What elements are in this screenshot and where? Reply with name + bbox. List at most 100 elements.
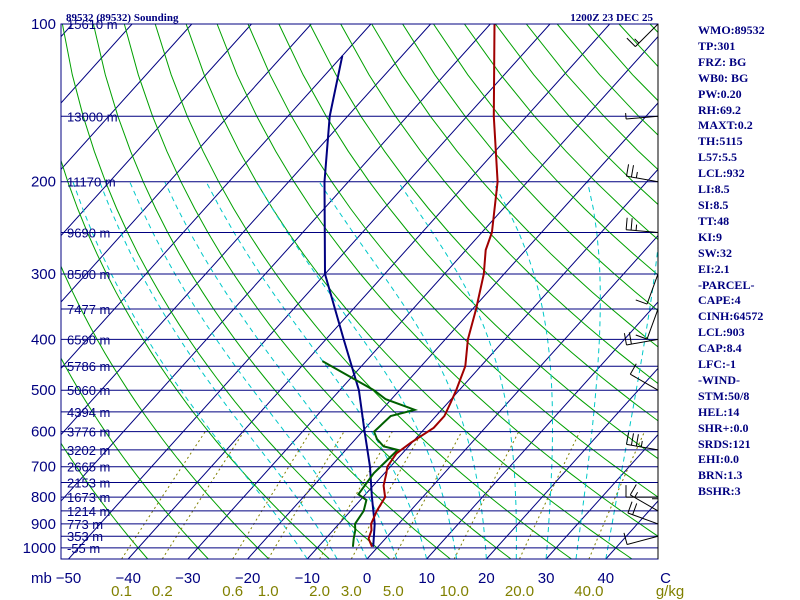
wind-barb xyxy=(629,484,659,512)
stat-item: LFC:-1 xyxy=(698,357,736,372)
isotherm-line xyxy=(366,234,658,559)
barb-flag xyxy=(635,299,648,305)
pressure-tick-label: 1000 xyxy=(23,540,56,557)
dry-adiabat xyxy=(61,442,149,559)
height-label: 6590 m xyxy=(67,332,110,347)
mixing-ratio-label: 2.0 xyxy=(309,583,330,600)
stat-item: TH:5115 xyxy=(698,134,743,149)
stat-item: BRN:1.3 xyxy=(698,468,743,483)
dry-adiabat xyxy=(371,24,658,348)
stat-item: HEL:14 xyxy=(698,404,740,419)
stat-item: MAXT:0.2 xyxy=(698,118,753,133)
moist-adiabat xyxy=(318,181,487,559)
stat-item: -PARCEL- xyxy=(698,277,755,292)
height-label: 3776 m xyxy=(67,425,110,440)
height-label: -55 m xyxy=(67,541,100,556)
pressure-tick-label: 200 xyxy=(31,174,56,191)
stat-item: WMO:89532 xyxy=(698,23,765,37)
barb-flag xyxy=(630,433,634,446)
wind-barb xyxy=(625,164,659,183)
barb-flag xyxy=(626,37,636,47)
wind-barb xyxy=(625,432,659,451)
barb-half-flag xyxy=(635,224,638,231)
isotherm-line xyxy=(61,24,491,502)
isotherm-line xyxy=(127,24,611,559)
isotherm-line xyxy=(68,24,551,559)
moist-adiabat xyxy=(129,181,368,559)
stat-item: LI:8.5 xyxy=(698,182,730,197)
mixing-ratio-label: 3.0 xyxy=(341,583,362,600)
isotherm-line xyxy=(61,24,73,38)
barb-half-flag xyxy=(640,440,643,448)
profiles xyxy=(321,24,499,548)
barb-staff xyxy=(626,175,659,183)
isotherm-line xyxy=(247,102,658,559)
mixing-ratio-line xyxy=(267,431,345,559)
height-label: 4394 m xyxy=(67,405,110,420)
mixing-ratio-line xyxy=(121,431,206,559)
stat-item: KI:9 xyxy=(698,229,722,244)
barb-flag xyxy=(623,532,628,545)
stat-item: CAPE:4 xyxy=(698,293,741,308)
barb-flag xyxy=(632,503,638,515)
dry-adiabat xyxy=(61,24,391,559)
stat-item: RH:69.2 xyxy=(698,102,741,117)
mixing-ratio-label: 20.0 xyxy=(505,583,534,600)
height-label: 1214 m xyxy=(67,504,110,519)
dry-adiabat xyxy=(154,24,572,559)
moist-adiabat xyxy=(492,181,553,559)
barb-staff xyxy=(626,115,659,120)
stat-item: CINH:64572 xyxy=(698,309,764,324)
wind-barb xyxy=(625,485,658,498)
wind-barb xyxy=(623,332,659,346)
dry-adiabat xyxy=(340,24,658,385)
barb-staff xyxy=(646,308,659,340)
isotherm-line xyxy=(486,367,658,559)
mixing-ratio-label: 0.1 xyxy=(111,583,132,600)
stat-item: EI:2.1 xyxy=(698,261,730,276)
wind-barb xyxy=(626,23,659,47)
wind-barb xyxy=(623,532,659,545)
height-label: 1673 m xyxy=(67,490,110,505)
barb-flag xyxy=(623,333,627,346)
chart-datetime: 1200Z 23 DEC 25 xyxy=(570,12,653,24)
height-label: 8500 m xyxy=(67,267,110,282)
barb-flag xyxy=(628,332,632,345)
dry-adiabat xyxy=(247,24,658,498)
wind-barb xyxy=(635,308,659,340)
stat-item: L57:5.5 xyxy=(698,150,737,165)
barb-staff xyxy=(626,443,659,451)
mixing-ratio-line xyxy=(319,431,393,559)
barb-flag xyxy=(625,217,628,230)
moist-adiabat xyxy=(575,181,601,559)
height-label: 13000 m xyxy=(67,109,118,124)
height-label: 773 m xyxy=(67,517,103,532)
height-label: 11170 m xyxy=(67,175,116,190)
isotherm-line xyxy=(61,24,312,303)
temp-tick-label: −50 xyxy=(56,570,81,587)
mixing-ratio-line xyxy=(350,431,423,559)
wind-barb xyxy=(635,273,659,305)
mixing-ratio-label: 1.0 xyxy=(258,583,279,600)
stat-item: PW:0.20 xyxy=(698,86,742,101)
stat-item: FRZ: BG xyxy=(698,54,747,69)
moist-adiabat xyxy=(99,181,338,559)
height-label: 2153 m xyxy=(67,475,110,490)
dry-adiabat xyxy=(123,24,512,559)
pressure-tick-label: 700 xyxy=(31,459,56,476)
barb-staff xyxy=(626,338,659,346)
chart-title: 89532 (89532) Sounding xyxy=(66,12,179,24)
isotherm-line xyxy=(61,24,252,237)
height-label: 5060 m xyxy=(67,383,110,398)
barb-staff xyxy=(630,373,659,391)
height-label: 3202 m xyxy=(67,443,110,458)
isotherm-line xyxy=(61,24,431,436)
virtual-temp-line xyxy=(323,55,376,547)
stat-item: TP:301 xyxy=(698,38,736,53)
temp-tick-label: 10 xyxy=(418,570,435,587)
wind-barbs xyxy=(623,23,659,559)
wind-barb xyxy=(627,501,659,525)
mixing-ratio-label: 10.0 xyxy=(440,583,469,600)
grid-lines xyxy=(61,24,658,559)
